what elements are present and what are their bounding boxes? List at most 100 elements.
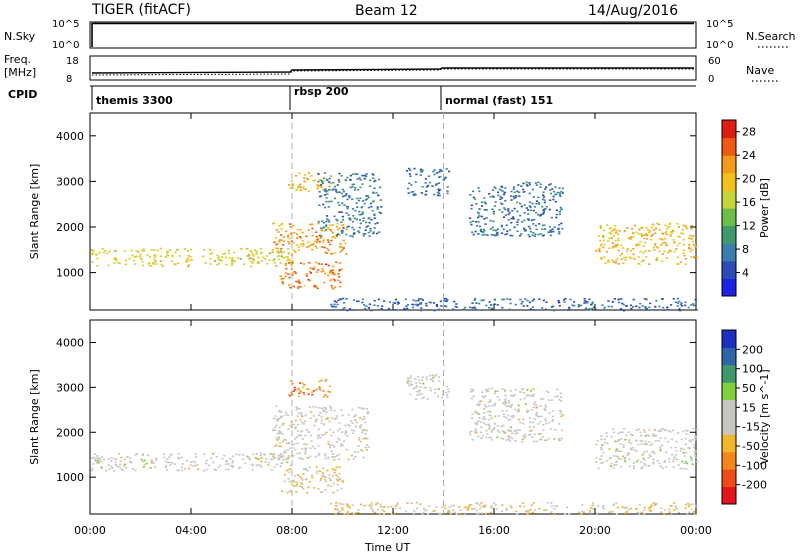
data-cell bbox=[648, 428, 651, 431]
data-cell bbox=[335, 191, 339, 194]
data-cell bbox=[660, 243, 663, 246]
x-axis-ticks: 00:00 04:00 08:00 12:00 16:00 20:00 00:00 bbox=[74, 524, 712, 537]
data-cell bbox=[563, 301, 566, 303]
data-cell bbox=[224, 468, 227, 471]
data-cell bbox=[535, 202, 538, 205]
data-cell bbox=[487, 423, 490, 425]
data-cell bbox=[120, 456, 123, 459]
data-cell bbox=[302, 468, 306, 470]
data-cell bbox=[560, 396, 563, 398]
data-cell bbox=[607, 305, 610, 308]
data-cell bbox=[481, 234, 484, 236]
data-cell bbox=[678, 300, 681, 303]
data-cell bbox=[367, 231, 370, 234]
data-cell bbox=[617, 263, 620, 265]
data-cell bbox=[665, 451, 668, 454]
data-cell bbox=[492, 234, 495, 236]
data-cell bbox=[321, 182, 325, 185]
data-cell bbox=[632, 306, 635, 308]
data-cell bbox=[596, 440, 599, 442]
data-cell bbox=[356, 178, 359, 180]
data-cell bbox=[262, 256, 265, 259]
data-cell bbox=[489, 400, 492, 403]
data-cell bbox=[115, 458, 118, 461]
data-cell bbox=[299, 285, 302, 288]
data-cell bbox=[324, 453, 327, 455]
data-cell bbox=[611, 242, 614, 244]
data-cell bbox=[453, 504, 456, 507]
data-cell bbox=[287, 248, 290, 250]
data-cell bbox=[268, 259, 271, 262]
data-cell bbox=[645, 256, 648, 258]
data-cell bbox=[351, 183, 354, 186]
data-cell bbox=[693, 446, 696, 449]
data-cell bbox=[292, 249, 295, 251]
data-cell bbox=[692, 427, 695, 430]
data-cell bbox=[488, 301, 491, 303]
data-cell bbox=[471, 438, 474, 441]
data-cell bbox=[306, 492, 309, 494]
data-cell bbox=[637, 511, 640, 514]
data-cell bbox=[511, 437, 514, 440]
data-cell bbox=[600, 258, 604, 260]
data-cell bbox=[364, 421, 367, 424]
data-cell bbox=[363, 418, 366, 420]
data-cell bbox=[659, 465, 662, 468]
data-cell bbox=[532, 388, 535, 390]
data-cell bbox=[608, 227, 611, 230]
data-cell bbox=[125, 467, 128, 469]
data-cell bbox=[612, 467, 615, 469]
data-cell bbox=[516, 223, 519, 226]
data-cell bbox=[605, 251, 608, 253]
data-cell bbox=[432, 376, 435, 379]
data-cell bbox=[254, 457, 257, 459]
data-cell bbox=[303, 284, 306, 287]
data-cell bbox=[406, 381, 409, 384]
data-cell bbox=[278, 224, 281, 227]
data-cell bbox=[641, 466, 644, 468]
data-cell bbox=[287, 234, 290, 236]
data-cell bbox=[297, 434, 300, 437]
data-region bbox=[90, 247, 294, 268]
data-cell bbox=[628, 439, 631, 441]
data-cell bbox=[141, 460, 144, 463]
data-cell bbox=[474, 307, 477, 310]
data-cell bbox=[487, 405, 490, 407]
data-cell bbox=[442, 179, 445, 181]
data-cell bbox=[281, 462, 284, 465]
data-cell bbox=[301, 448, 304, 450]
data-cell bbox=[259, 452, 263, 455]
data-cell bbox=[331, 236, 334, 239]
data-cell bbox=[334, 306, 338, 308]
data-cell bbox=[433, 169, 436, 171]
data-cell bbox=[528, 182, 531, 184]
data-cell bbox=[376, 232, 379, 235]
data-cell bbox=[558, 210, 561, 213]
data-cell bbox=[337, 437, 340, 440]
data-cell bbox=[528, 192, 531, 195]
data-cell bbox=[333, 418, 336, 420]
data-cell bbox=[227, 249, 230, 252]
data-cell bbox=[553, 438, 556, 440]
data-cell bbox=[509, 390, 512, 392]
data-cell bbox=[417, 379, 420, 381]
data-cell bbox=[304, 453, 307, 455]
data-cell bbox=[336, 475, 339, 478]
data-cell bbox=[320, 270, 323, 273]
data-cell bbox=[368, 235, 371, 237]
data-cell bbox=[338, 269, 341, 271]
data-cell bbox=[292, 479, 295, 482]
data-cell bbox=[428, 505, 431, 507]
data-cell bbox=[340, 487, 343, 490]
data-cell bbox=[623, 256, 626, 259]
colorbar-segment bbox=[722, 208, 736, 227]
data-cell bbox=[344, 179, 347, 181]
data-cell bbox=[282, 277, 285, 280]
data-cell bbox=[367, 206, 371, 209]
data-cell bbox=[470, 207, 473, 210]
data-cell bbox=[688, 247, 691, 250]
data-cell bbox=[91, 252, 94, 254]
data-cell bbox=[299, 485, 302, 487]
data-cell bbox=[349, 420, 353, 422]
data-cell bbox=[504, 394, 507, 397]
